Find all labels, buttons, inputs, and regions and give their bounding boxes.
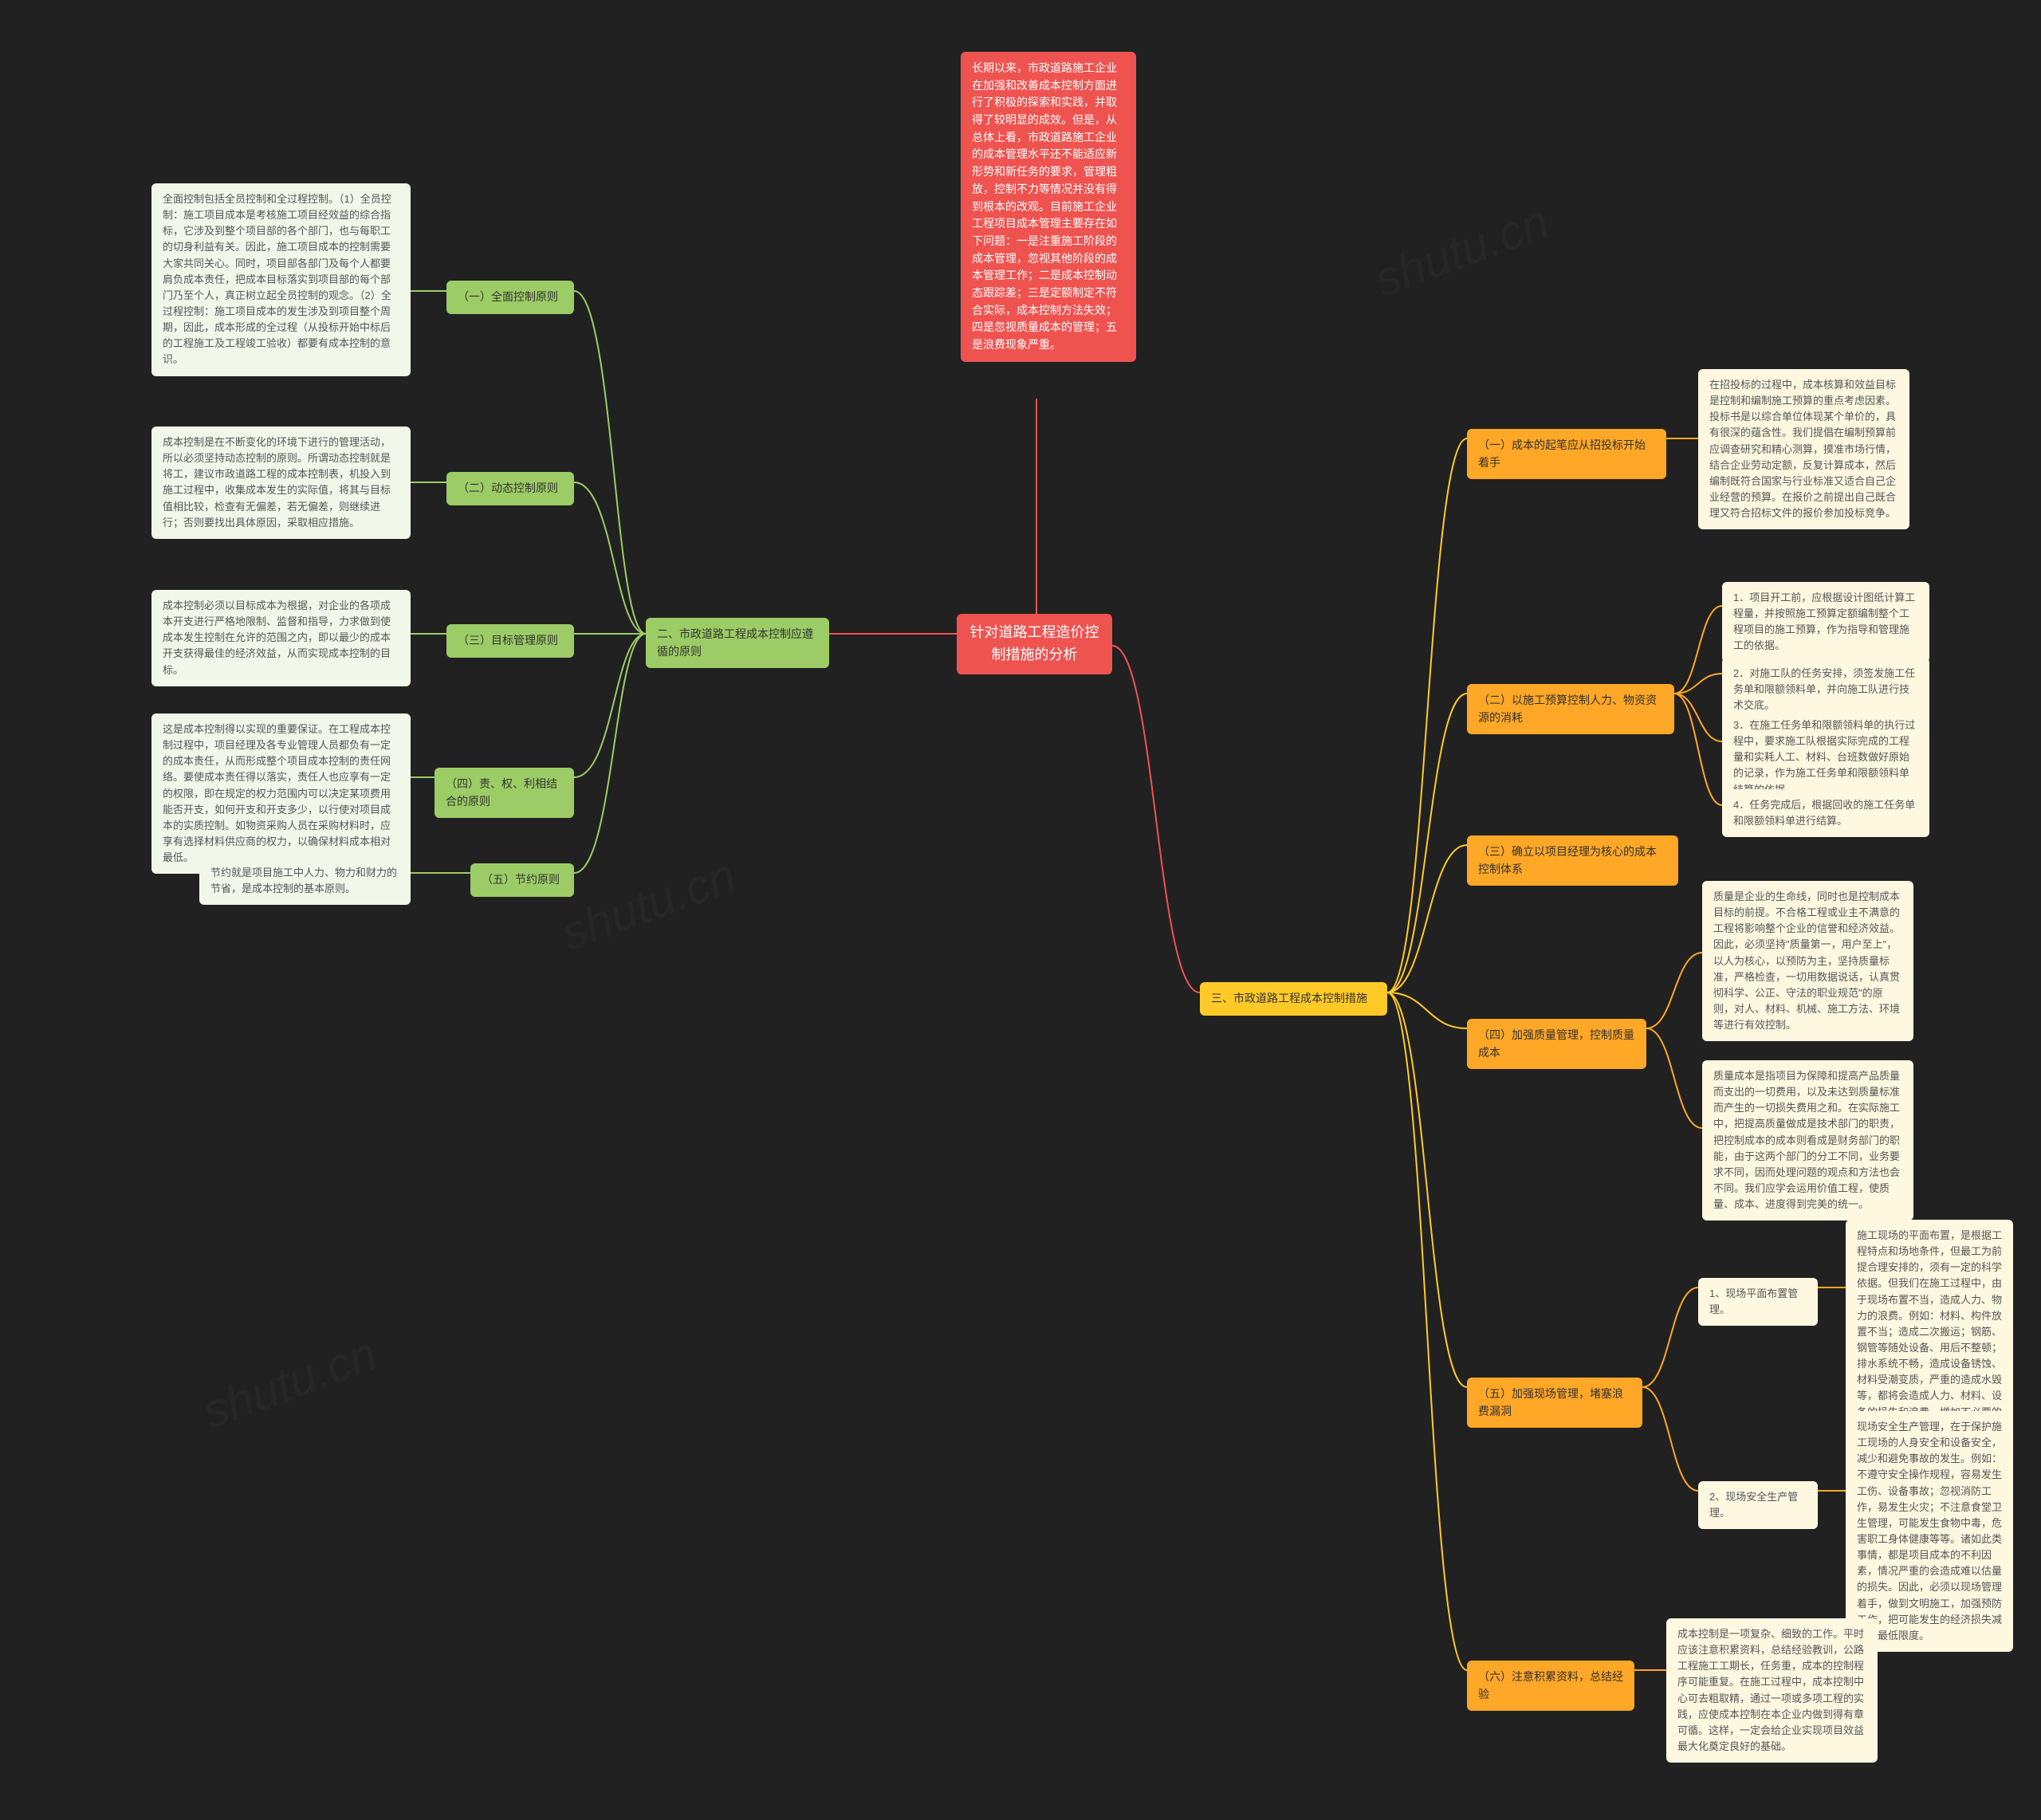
s3-s2-label[interactable]: （二）以施工预算控制人力、物资资源的消耗 bbox=[1467, 684, 1674, 734]
s3-s6-label[interactable]: （六）注意积累资料，总结经验 bbox=[1467, 1661, 1634, 1711]
s3-s2-i4: 4．任务完成后，根据回收的施工任务单和限额领料单进行结算。 bbox=[1722, 789, 1929, 837]
s3-s1-label[interactable]: （一）成本的起笔应从招投标开始着手 bbox=[1467, 429, 1666, 479]
s3-s5-i2-text: 现场安全生产管理，在于保护施工现场的人身安全和设备安全，减少和避免事故的发生。例… bbox=[1846, 1411, 2013, 1652]
s2-p4-text: 这是成本控制得以实现的重要保证。在工程成本控制过程中，项目经理及各专业管理人员都… bbox=[151, 713, 411, 874]
s3-s4-t2: 质量成本是指项目为保障和提高产品质量而支出的一切费用，以及未达到质量标准而产生的… bbox=[1702, 1060, 1913, 1221]
s3-s4-t1: 质量是企业的生命线，同时也是控制成本目标的前提。不合格工程或业主不满意的工程将影… bbox=[1702, 881, 1913, 1041]
s2-p4-label[interactable]: （四）责、权、利相结合的原则 bbox=[435, 768, 574, 818]
s2-p1-text: 全面控制包括全员控制和全过程控制。（1）全员控制：施工项目成本是考核施工项目经效… bbox=[151, 183, 411, 376]
s3-s4-label[interactable]: （四）加强质量管理，控制质量成本 bbox=[1467, 1019, 1646, 1069]
s2-p2-text: 成本控制是在不断变化的环境下进行的管理活动，所以必须坚持动态控制的原则。所谓动态… bbox=[151, 427, 411, 539]
root-node[interactable]: 针对道路工程造价控制措施的分析 bbox=[957, 614, 1112, 674]
s3-s5-label[interactable]: （五）加强现场管理，堵塞浪费漏洞 bbox=[1467, 1378, 1642, 1428]
section2-node[interactable]: 二、市政道路工程成本控制应遵循的原则 bbox=[646, 618, 829, 668]
s3-s5-i2-label[interactable]: 2、现场安全生产管理。 bbox=[1698, 1481, 1818, 1529]
s3-s6-text: 成本控制是一项复杂、细致的工作。平时应该注意积累资料，总结经验教训，公路工程施工… bbox=[1666, 1618, 1878, 1763]
s3-s2-i1: 1．项目开工前，应根据设计图纸计算工程量，并按照施工预算定额编制整个工程项目的施… bbox=[1722, 582, 1929, 662]
s3-s3-label[interactable]: （三）确立以项目经理为核心的成本控制体系 bbox=[1467, 835, 1678, 886]
s2-p3-label[interactable]: （三）目标管理原则 bbox=[446, 624, 574, 658]
s2-p5-label[interactable]: （五）节约原则 bbox=[470, 863, 574, 897]
section3-node[interactable]: 三、市政道路工程成本控制措施 bbox=[1200, 982, 1387, 1016]
intro-node[interactable]: 长期以来，市政道路施工企业在加强和改善成本控制方面进行了积极的探索和实践，并取得… bbox=[961, 52, 1136, 362]
s2-p2-label[interactable]: （二）动态控制原则 bbox=[446, 472, 574, 505]
s3-s5-i1-label[interactable]: 1、现场平面布置管理。 bbox=[1698, 1278, 1818, 1326]
s2-p3-text: 成本控制必须以目标成本为根据，对企业的各项成本开支进行严格地限制、监督和指导，力… bbox=[151, 590, 411, 686]
s3-s1-text: 在招投标的过程中，成本核算和效益目标是控制和编制施工预算的重点考虑因素。投标书是… bbox=[1698, 369, 1909, 529]
s2-p1-label[interactable]: （一）全面控制原则 bbox=[446, 281, 574, 314]
s2-p5-text: 节约就是项目施工中人力、物力和财力的节省，是成本控制的基本原则。 bbox=[199, 857, 411, 905]
mindmap-canvas: shutu.cn shutu.cn shutu.cn bbox=[0, 0, 2041, 1820]
